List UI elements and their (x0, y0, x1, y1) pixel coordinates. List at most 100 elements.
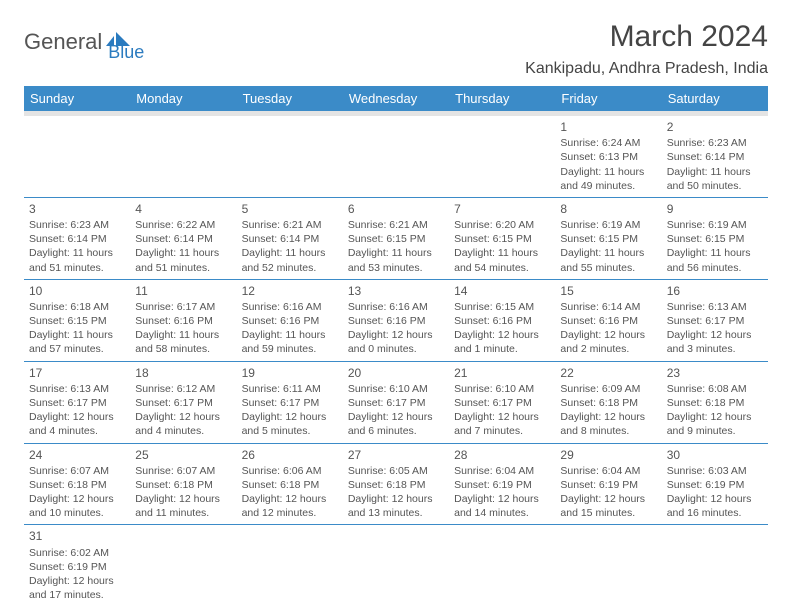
sunrise-line: Sunrise: 6:02 AM (29, 546, 125, 560)
daylight-line: Daylight: 12 hours and 15 minutes. (560, 492, 656, 520)
sunrise-line: Sunrise: 6:10 AM (454, 382, 550, 396)
sunset-line: Sunset: 6:18 PM (348, 478, 444, 492)
day-number: 1 (560, 119, 656, 135)
sunset-line: Sunset: 6:19 PM (29, 560, 125, 574)
calendar-cell (237, 525, 343, 606)
calendar-cell: 14Sunrise: 6:15 AMSunset: 6:16 PMDayligh… (449, 279, 555, 361)
daylight-line: Daylight: 11 hours and 55 minutes. (560, 246, 656, 274)
sunrise-line: Sunrise: 6:16 AM (242, 300, 338, 314)
daylight-line: Daylight: 12 hours and 5 minutes. (242, 410, 338, 438)
weekday-header: Thursday (449, 86, 555, 111)
calendar-cell: 16Sunrise: 6:13 AMSunset: 6:17 PMDayligh… (662, 279, 768, 361)
day-number: 13 (348, 283, 444, 299)
day-number: 6 (348, 201, 444, 217)
sunrise-line: Sunrise: 6:15 AM (454, 300, 550, 314)
day-number: 28 (454, 447, 550, 463)
daylight-line: Daylight: 12 hours and 3 minutes. (667, 328, 763, 356)
calendar-cell: 30Sunrise: 6:03 AMSunset: 6:19 PMDayligh… (662, 443, 768, 525)
sunset-line: Sunset: 6:14 PM (29, 232, 125, 246)
calendar-cell: 2Sunrise: 6:23 AMSunset: 6:14 PMDaylight… (662, 116, 768, 197)
sunset-line: Sunset: 6:17 PM (135, 396, 231, 410)
calendar-cell: 26Sunrise: 6:06 AMSunset: 6:18 PMDayligh… (237, 443, 343, 525)
daylight-line: Daylight: 11 hours and 54 minutes. (454, 246, 550, 274)
calendar-cell: 12Sunrise: 6:16 AMSunset: 6:16 PMDayligh… (237, 279, 343, 361)
calendar-cell: 29Sunrise: 6:04 AMSunset: 6:19 PMDayligh… (555, 443, 661, 525)
calendar-cell (555, 525, 661, 606)
calendar-cell: 18Sunrise: 6:12 AMSunset: 6:17 PMDayligh… (130, 361, 236, 443)
day-number: 8 (560, 201, 656, 217)
sunrise-line: Sunrise: 6:23 AM (667, 136, 763, 150)
calendar-cell: 17Sunrise: 6:13 AMSunset: 6:17 PMDayligh… (24, 361, 130, 443)
calendar-week-row: 1Sunrise: 6:24 AMSunset: 6:13 PMDaylight… (24, 116, 768, 197)
daylight-line: Daylight: 11 hours and 51 minutes. (29, 246, 125, 274)
calendar-cell: 11Sunrise: 6:17 AMSunset: 6:16 PMDayligh… (130, 279, 236, 361)
sunrise-line: Sunrise: 6:22 AM (135, 218, 231, 232)
calendar-cell: 9Sunrise: 6:19 AMSunset: 6:15 PMDaylight… (662, 197, 768, 279)
day-number: 26 (242, 447, 338, 463)
sunset-line: Sunset: 6:16 PM (135, 314, 231, 328)
sunrise-line: Sunrise: 6:21 AM (242, 218, 338, 232)
day-number: 20 (348, 365, 444, 381)
sunrise-line: Sunrise: 6:11 AM (242, 382, 338, 396)
calendar-cell: 7Sunrise: 6:20 AMSunset: 6:15 PMDaylight… (449, 197, 555, 279)
weekday-header: Monday (130, 86, 236, 111)
calendar-week-row: 10Sunrise: 6:18 AMSunset: 6:15 PMDayligh… (24, 279, 768, 361)
sunrise-line: Sunrise: 6:04 AM (454, 464, 550, 478)
sunrise-line: Sunrise: 6:19 AM (560, 218, 656, 232)
daylight-line: Daylight: 11 hours and 53 minutes. (348, 246, 444, 274)
day-number: 17 (29, 365, 125, 381)
sunrise-line: Sunrise: 6:08 AM (667, 382, 763, 396)
daylight-line: Daylight: 11 hours and 59 minutes. (242, 328, 338, 356)
daylight-line: Daylight: 12 hours and 4 minutes. (135, 410, 231, 438)
sunset-line: Sunset: 6:14 PM (667, 150, 763, 164)
sunrise-line: Sunrise: 6:24 AM (560, 136, 656, 150)
calendar-week-row: 24Sunrise: 6:07 AMSunset: 6:18 PMDayligh… (24, 443, 768, 525)
calendar-cell: 25Sunrise: 6:07 AMSunset: 6:18 PMDayligh… (130, 443, 236, 525)
day-number: 25 (135, 447, 231, 463)
daylight-line: Daylight: 11 hours and 57 minutes. (29, 328, 125, 356)
daylight-line: Daylight: 12 hours and 13 minutes. (348, 492, 444, 520)
daylight-line: Daylight: 12 hours and 11 minutes. (135, 492, 231, 520)
day-number: 4 (135, 201, 231, 217)
daylight-line: Daylight: 12 hours and 8 minutes. (560, 410, 656, 438)
sunrise-line: Sunrise: 6:09 AM (560, 382, 656, 396)
day-number: 11 (135, 283, 231, 299)
calendar-cell: 27Sunrise: 6:05 AMSunset: 6:18 PMDayligh… (343, 443, 449, 525)
day-number: 21 (454, 365, 550, 381)
day-number: 19 (242, 365, 338, 381)
sunset-line: Sunset: 6:16 PM (454, 314, 550, 328)
sunrise-line: Sunrise: 6:03 AM (667, 464, 763, 478)
sunset-line: Sunset: 6:19 PM (667, 478, 763, 492)
calendar-cell (130, 116, 236, 197)
day-number: 29 (560, 447, 656, 463)
calendar-cell: 5Sunrise: 6:21 AMSunset: 6:14 PMDaylight… (237, 197, 343, 279)
weekday-header: Tuesday (237, 86, 343, 111)
daylight-line: Daylight: 11 hours and 56 minutes. (667, 246, 763, 274)
sunrise-line: Sunrise: 6:17 AM (135, 300, 231, 314)
daylight-line: Daylight: 12 hours and 6 minutes. (348, 410, 444, 438)
calendar-cell: 4Sunrise: 6:22 AMSunset: 6:14 PMDaylight… (130, 197, 236, 279)
sunrise-line: Sunrise: 6:21 AM (348, 218, 444, 232)
sunset-line: Sunset: 6:18 PM (242, 478, 338, 492)
sunrise-line: Sunrise: 6:06 AM (242, 464, 338, 478)
weekday-header: Friday (555, 86, 661, 111)
calendar-cell (449, 116, 555, 197)
daylight-line: Daylight: 11 hours and 52 minutes. (242, 246, 338, 274)
sunset-line: Sunset: 6:17 PM (667, 314, 763, 328)
weekday-header: Sunday (24, 86, 130, 111)
calendar-cell: 20Sunrise: 6:10 AMSunset: 6:17 PMDayligh… (343, 361, 449, 443)
calendar-week-row: 17Sunrise: 6:13 AMSunset: 6:17 PMDayligh… (24, 361, 768, 443)
calendar-table: SundayMondayTuesdayWednesdayThursdayFrid… (24, 86, 768, 606)
day-number: 15 (560, 283, 656, 299)
daylight-line: Daylight: 11 hours and 58 minutes. (135, 328, 231, 356)
daylight-line: Daylight: 12 hours and 4 minutes. (29, 410, 125, 438)
logo-text-general: General (24, 29, 102, 55)
calendar-cell (130, 525, 236, 606)
day-number: 22 (560, 365, 656, 381)
sunset-line: Sunset: 6:15 PM (454, 232, 550, 246)
sunrise-line: Sunrise: 6:19 AM (667, 218, 763, 232)
daylight-line: Daylight: 11 hours and 49 minutes. (560, 165, 656, 193)
daylight-line: Daylight: 11 hours and 50 minutes. (667, 165, 763, 193)
weekday-header: Wednesday (343, 86, 449, 111)
sunrise-line: Sunrise: 6:05 AM (348, 464, 444, 478)
